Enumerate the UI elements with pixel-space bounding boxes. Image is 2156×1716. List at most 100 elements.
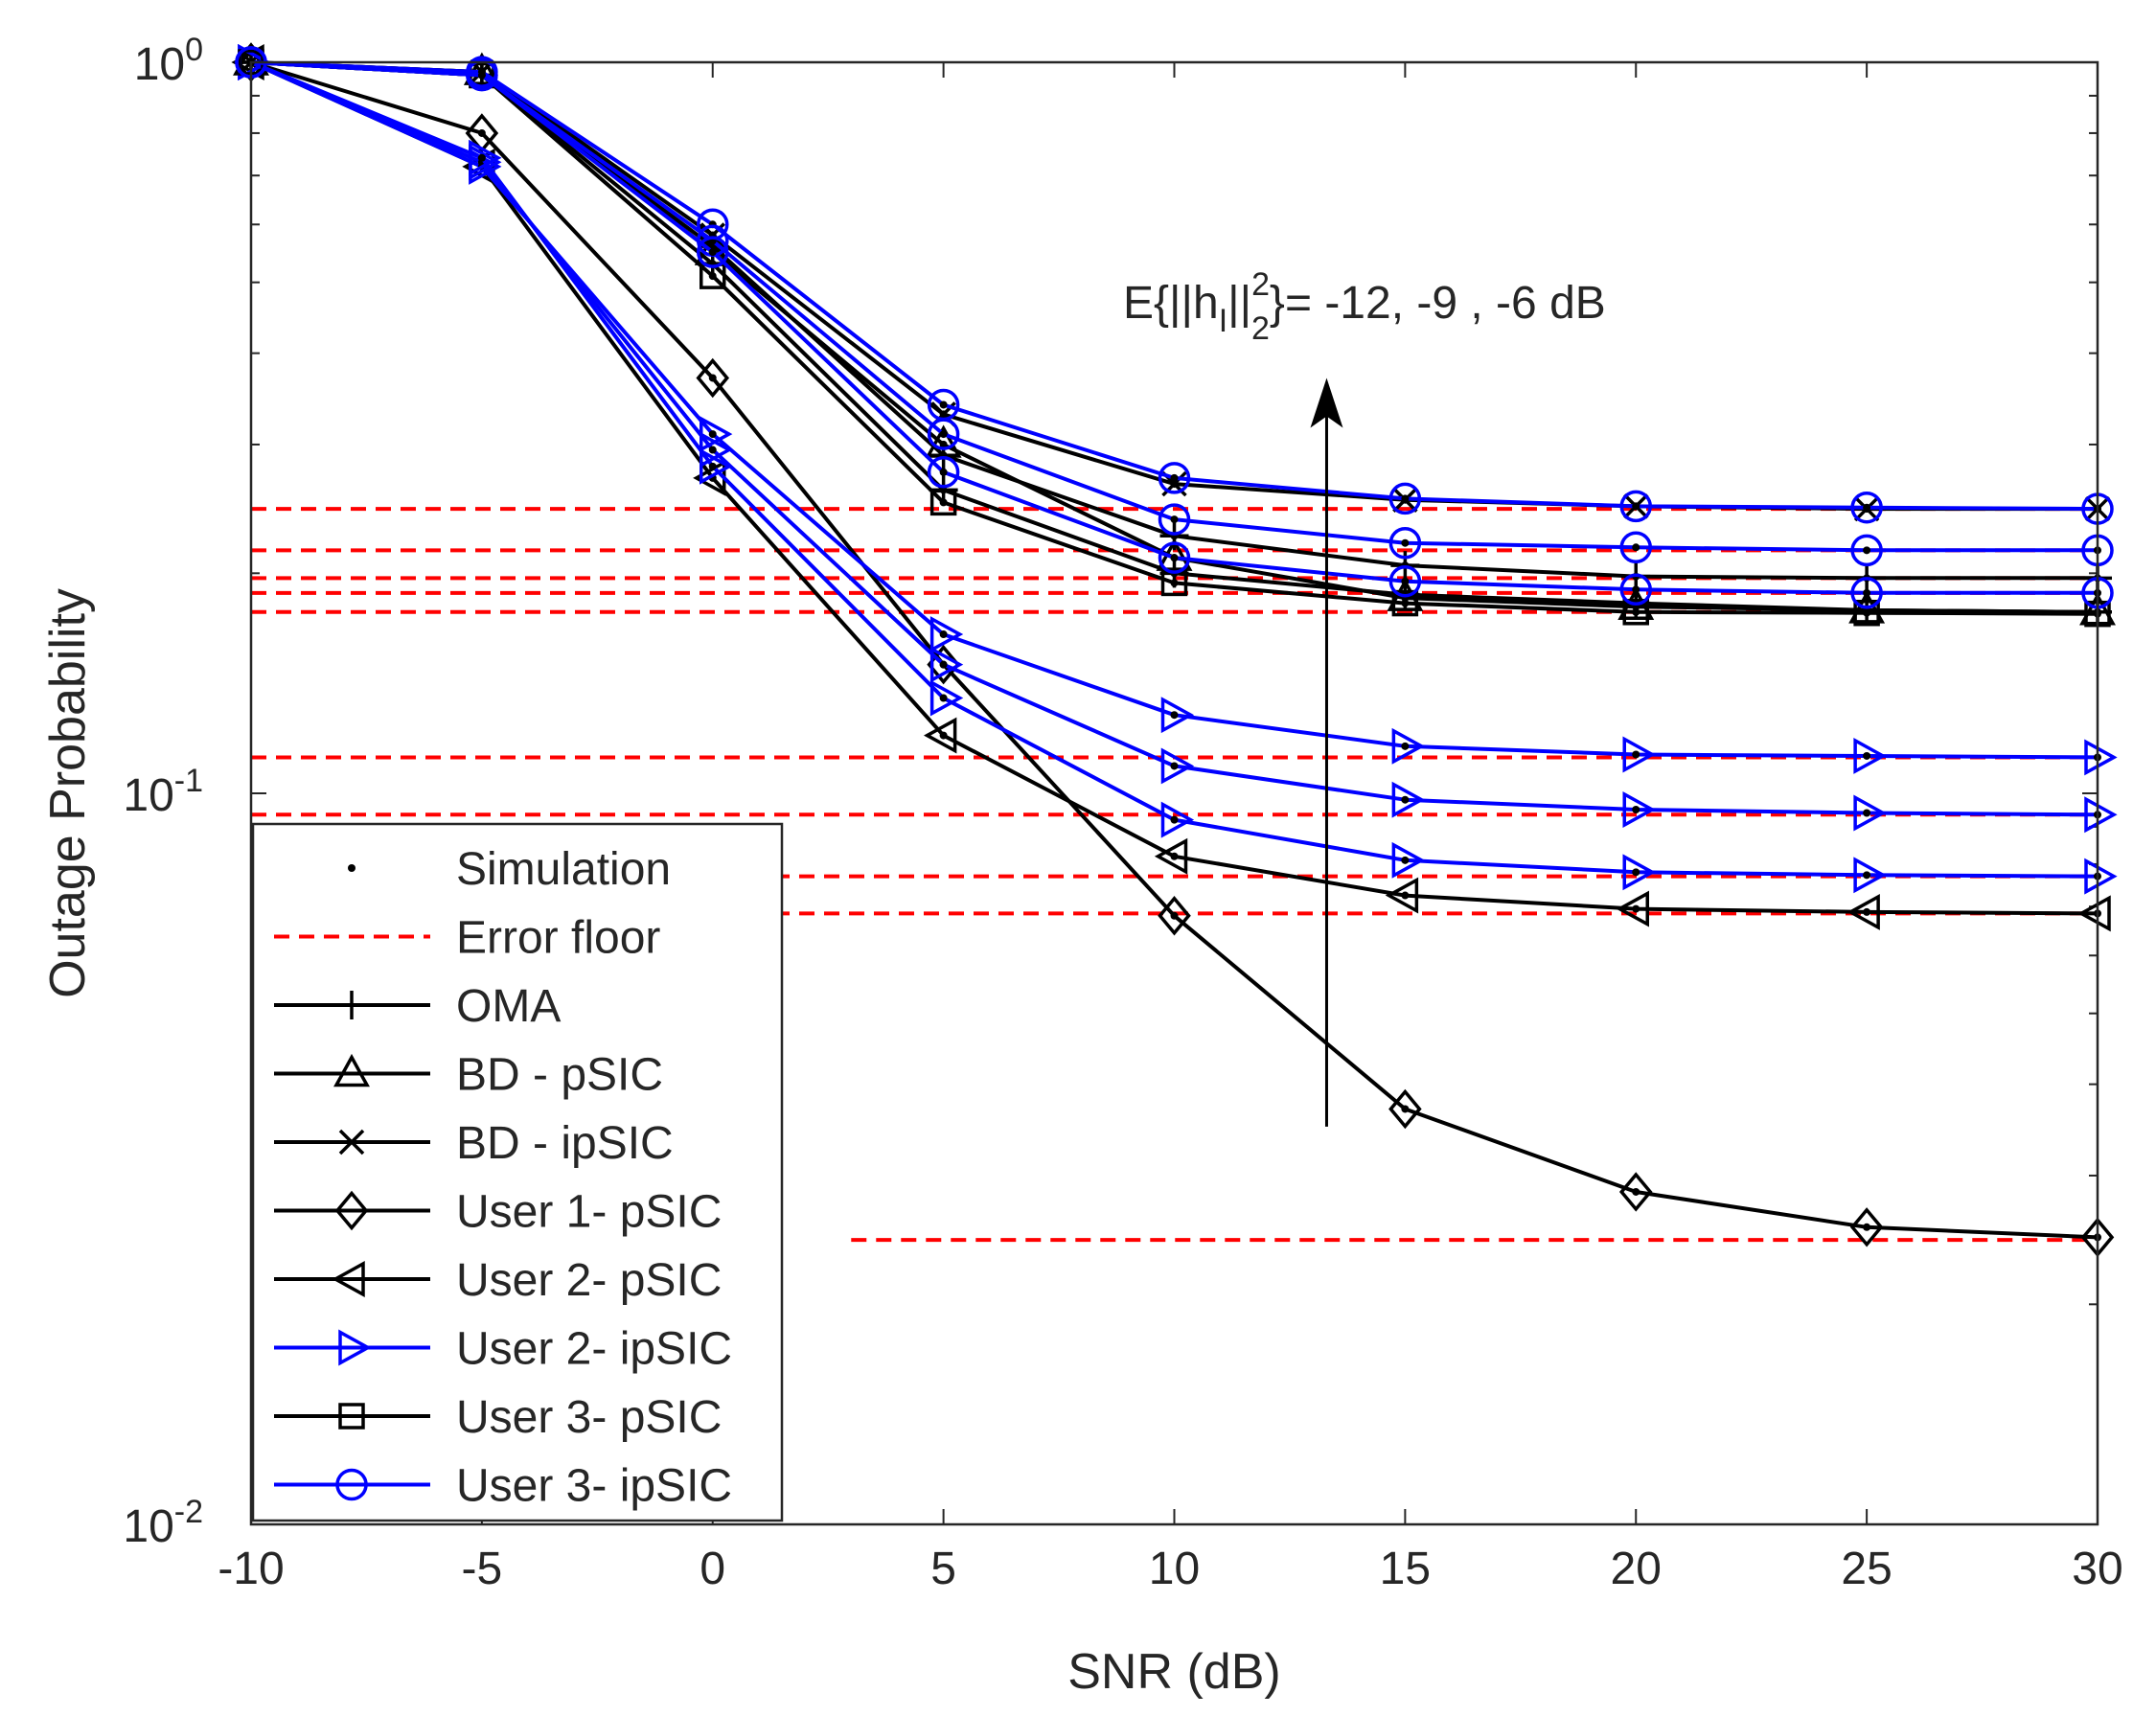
simulation-dot (1170, 515, 1179, 524)
simulation-dot (939, 440, 948, 448)
y-axis-label: Outage Probability (40, 588, 96, 998)
simulation-dot (1863, 809, 1871, 817)
data-point-marker (929, 489, 957, 516)
simulation-dot (1632, 543, 1640, 552)
legend-marker (338, 1129, 365, 1155)
data-point-marker (1388, 564, 1422, 598)
simulation-dot (939, 694, 948, 702)
data-point-marker (1616, 890, 1649, 927)
ticks-layer (250, 61, 2099, 1525)
simulation-dot (939, 400, 948, 409)
plot-frame (249, 60, 2099, 1526)
legend-marker (348, 864, 356, 872)
data-point-marker (1387, 578, 1424, 611)
x-tick-label: -5 (462, 1544, 503, 1594)
simulation-dot (1632, 502, 1640, 511)
y-tick-label: 100 (134, 32, 203, 90)
simulation-dot (1863, 907, 1871, 916)
legend-item: Error floor (274, 913, 660, 964)
data-point-marker (1391, 727, 1425, 765)
data-point-marker (1617, 586, 1655, 620)
data-point-marker (1385, 877, 1419, 914)
simulation-dot (939, 468, 948, 476)
data-point-marker (1158, 541, 1191, 574)
data-point-marker (1853, 738, 1887, 774)
annotation-arrow-head (1310, 378, 1343, 428)
annotation-sup2: 2 (1251, 266, 1270, 303)
simulation-dot (1863, 588, 1871, 597)
data-point-marker (1391, 589, 1419, 617)
simulation-dot (1170, 480, 1179, 489)
data-point-marker (1388, 1088, 1422, 1130)
data-point-marker (1158, 462, 1191, 494)
series-user-2-ipsic (238, 44, 2118, 895)
simulation-dot (1401, 494, 1410, 503)
annotation-sub1: I (1219, 303, 1227, 339)
data-point-marker (927, 418, 960, 450)
data-point-marker (1849, 1207, 1884, 1247)
simulation-dot (1170, 852, 1179, 860)
simulation-dot (477, 153, 486, 162)
data-point-marker (1622, 599, 1649, 626)
legend-label: BD - pSIC (456, 1050, 663, 1101)
simulation-dot (1170, 579, 1179, 587)
data-point-marker (1154, 837, 1188, 875)
data-point-marker (1853, 599, 1880, 627)
legend-item: User 3- pSIC (274, 1392, 722, 1443)
simulation-dot (1170, 711, 1179, 720)
series-layer (231, 42, 2118, 1258)
x-axis-label: SNR (dB) (1067, 1644, 1280, 1700)
data-point-marker (1853, 857, 1887, 894)
x-tick-label: 20 (1611, 1544, 1662, 1594)
legend-label: BD - ipSIC (456, 1118, 674, 1169)
legend-marker (335, 1468, 368, 1501)
legend-label: OMA (456, 981, 561, 1032)
simulation-dot (477, 128, 486, 137)
y-tick-label: 10-1 (123, 763, 203, 821)
simulation-dot (1170, 911, 1179, 920)
legend-marker (337, 991, 366, 1019)
legend-item: User 1- pSIC (274, 1187, 722, 1238)
simulation-dot (1863, 608, 1871, 617)
data-point-marker (2077, 895, 2111, 932)
simulation-dot (939, 498, 948, 507)
simulation-dot (708, 272, 717, 281)
data-point-marker (1160, 801, 1195, 838)
legend-item: User 2- ipSIC (274, 1324, 732, 1375)
x-tick-label: 25 (1841, 1544, 1892, 1594)
data-point-marker (1388, 526, 1422, 560)
simulation-dot (1632, 1187, 1640, 1196)
series-user-3-psic (238, 49, 2111, 628)
annotation-mid: || (1227, 278, 1251, 329)
legend-marker (334, 1190, 369, 1231)
x-tick-label: 30 (2072, 1544, 2122, 1594)
data-point-marker (1391, 781, 1425, 818)
simulation-dot (1401, 742, 1410, 750)
data-point-marker (1619, 531, 1652, 564)
legend-label: User 1- pSIC (456, 1187, 722, 1238)
legend-label: User 2- pSIC (456, 1255, 722, 1306)
simulation-dot (1632, 585, 1640, 594)
x-tick-label: 10 (1149, 1544, 1200, 1594)
simulation-dot (1863, 751, 1871, 760)
data-point-marker (2084, 796, 2118, 834)
annotation-suffix: }= -12, -9 , -6 dB (1270, 278, 1606, 329)
series-user-1-psic (234, 42, 2115, 1258)
simulation-dot (708, 430, 717, 439)
simulation-dot (1170, 815, 1179, 824)
data-point-marker (1160, 697, 1195, 734)
simulation-dot (708, 374, 717, 382)
simulation-dot (1863, 871, 1871, 880)
data-point-marker (1158, 503, 1191, 536)
annotation-text: E{||hI||2 2}= -12, -9 , -6 dB (1123, 266, 1606, 347)
data-point-marker (924, 717, 957, 754)
legend-marker (338, 1329, 372, 1366)
data-point-marker (1848, 590, 1886, 624)
data-point-marker (1391, 841, 1425, 879)
data-point-marker (1850, 491, 1883, 524)
data-point-marker (700, 447, 733, 485)
legend-marker (333, 1053, 370, 1087)
data-point-marker (1622, 736, 1656, 773)
axis-labels-layer: -10 -5 0 5 10 15 20 25 30 100 10-1 10-2 SNR (dB) Outa… (40, 32, 2123, 1700)
